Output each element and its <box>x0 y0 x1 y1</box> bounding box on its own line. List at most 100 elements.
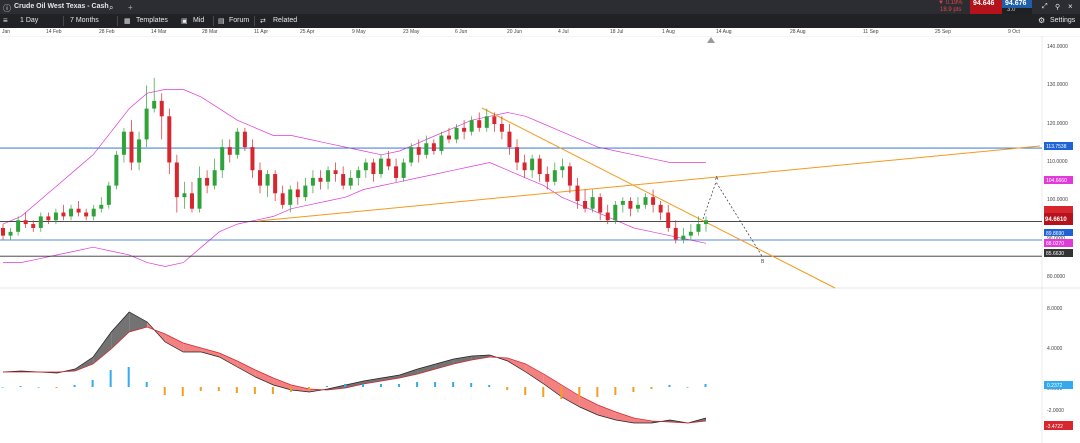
candle-body <box>431 143 436 151</box>
expand-icon[interactable]: ⤢ <box>1042 3 1048 10</box>
instrument-title: Crude Oil West Texas - Cash <box>14 3 109 10</box>
histogram-bar <box>704 384 707 387</box>
candle-body <box>492 116 497 124</box>
falling-trendline[interactable] <box>481 107 836 289</box>
histogram-bar <box>686 387 689 388</box>
histogram-bar <box>127 367 130 387</box>
candle-body <box>401 162 406 178</box>
candle-body <box>666 212 671 228</box>
candle-body <box>439 135 444 151</box>
lower-band-value: 88.0270 <box>1046 241 1064 247</box>
macd-tick: 4.0000 <box>1047 346 1063 352</box>
candle-body <box>507 131 512 148</box>
candle-body <box>121 131 126 155</box>
upper-band-line <box>2 89 706 225</box>
histogram-bar <box>398 384 401 387</box>
date-label: 9 May <box>352 29 366 35</box>
candle-body <box>303 185 308 198</box>
candle-body <box>454 127 459 140</box>
projection-label-b: B <box>761 259 765 265</box>
divider <box>254 16 255 26</box>
histogram-bar <box>343 384 346 387</box>
templates-button[interactable]: Templates <box>136 17 168 24</box>
pin-icon[interactable]: ⚲ <box>1055 4 1061 11</box>
range-selector[interactable]: 7 Months <box>70 17 99 24</box>
price-tick: 80.0000 <box>1047 274 1065 280</box>
macd-fill-segment <box>507 358 526 372</box>
candle-body <box>613 204 618 221</box>
price-tick: 130.0000 <box>1047 82 1068 88</box>
divider <box>117 16 118 26</box>
macd-fill-segment <box>363 378 382 384</box>
sell-price-button[interactable]: 94.646 <box>970 0 1002 14</box>
menu-icon[interactable]: ≡ <box>3 16 8 25</box>
macd-fill-segment <box>237 361 256 377</box>
add-tab-icon[interactable]: + <box>128 3 133 12</box>
candle-body <box>484 116 489 128</box>
histogram-bar <box>578 387 581 398</box>
histogram-bar <box>181 387 184 396</box>
signal-value: -3.4722 <box>1046 424 1063 430</box>
search-icon[interactable]: ⌕ <box>109 3 114 12</box>
macd-fill-segment <box>417 364 436 374</box>
mid-button[interactable]: Mid <box>193 17 205 24</box>
price-tick: 100.0000 <box>1047 197 1068 203</box>
macd-fill-segment <box>201 348 220 357</box>
upper-envelope-tag: 104.6660 <box>1044 176 1073 184</box>
candle-body <box>91 208 96 217</box>
macd-fill-segment <box>219 353 238 367</box>
projection-label-a: A <box>715 176 719 182</box>
candle-body <box>348 177 353 186</box>
candle-body <box>620 201 625 205</box>
histogram-bar <box>650 387 653 389</box>
candle-body <box>326 170 331 182</box>
close-icon[interactable]: × <box>1068 2 1073 11</box>
interval-selector[interactable]: 1 Day <box>20 17 39 24</box>
macd-fill-segment <box>93 332 112 364</box>
date-label: 9 Oct <box>1008 29 1020 35</box>
macd-fill-segment <box>435 359 454 369</box>
date-label: 14 Aug <box>716 29 732 35</box>
date-label: 28 Feb <box>99 29 115 35</box>
projection-path[interactable] <box>702 181 763 257</box>
horizontal-levels[interactable] <box>0 147 1042 257</box>
gear-icon[interactable]: ⚙ <box>1038 16 1046 25</box>
macd-tick: -2.0000 <box>1047 408 1064 414</box>
upper-band-tag: 113.7538 <box>1044 142 1073 150</box>
candle-body <box>152 100 157 109</box>
histogram-bar <box>37 387 40 388</box>
candle-body <box>197 177 202 209</box>
histogram-bar <box>380 384 383 387</box>
change-points: 18.9 pts <box>940 7 962 13</box>
histogram-bar <box>542 387 545 397</box>
candle-body <box>341 174 346 186</box>
candle-body <box>567 166 572 186</box>
buy-price-button[interactable]: 94.676 <box>1002 0 1032 8</box>
macd-fill-segment <box>111 312 130 349</box>
divider <box>63 16 64 26</box>
histogram-bar <box>632 387 635 392</box>
candle-body <box>69 208 74 217</box>
instrument-info-icon[interactable]: ⓘ <box>3 4 11 13</box>
rising-trendline[interactable] <box>257 145 1041 222</box>
candle-body <box>696 224 701 232</box>
price-chart[interactable]: A B 140.0000 130.0000 120.0000 110.0000 … <box>0 36 1080 443</box>
histogram-bar <box>19 386 22 387</box>
last-price-tag: 94.6610 <box>1044 206 1073 225</box>
macd-fill-segment <box>633 418 652 423</box>
forum-button[interactable]: Forum <box>229 17 250 24</box>
current-date-marker-icon[interactable] <box>707 37 715 43</box>
settings-button[interactable]: Settings <box>1050 17 1076 24</box>
histogram-bar <box>217 387 220 391</box>
candle-body <box>583 201 588 209</box>
signal-tag: -3.4722 <box>1044 421 1073 430</box>
histogram-bar <box>524 387 527 395</box>
price-tick: 110.0000 <box>1047 159 1068 165</box>
histogram-bar <box>452 382 455 387</box>
candlesticks <box>1 77 708 244</box>
related-button[interactable]: Related <box>273 17 298 24</box>
change-box: ▼ 0.19% 18.9 pts <box>934 0 970 14</box>
histogram-bar <box>506 387 509 390</box>
date-label: 23 May <box>403 29 420 35</box>
histogram-value: 0.2372 <box>1047 383 1063 389</box>
